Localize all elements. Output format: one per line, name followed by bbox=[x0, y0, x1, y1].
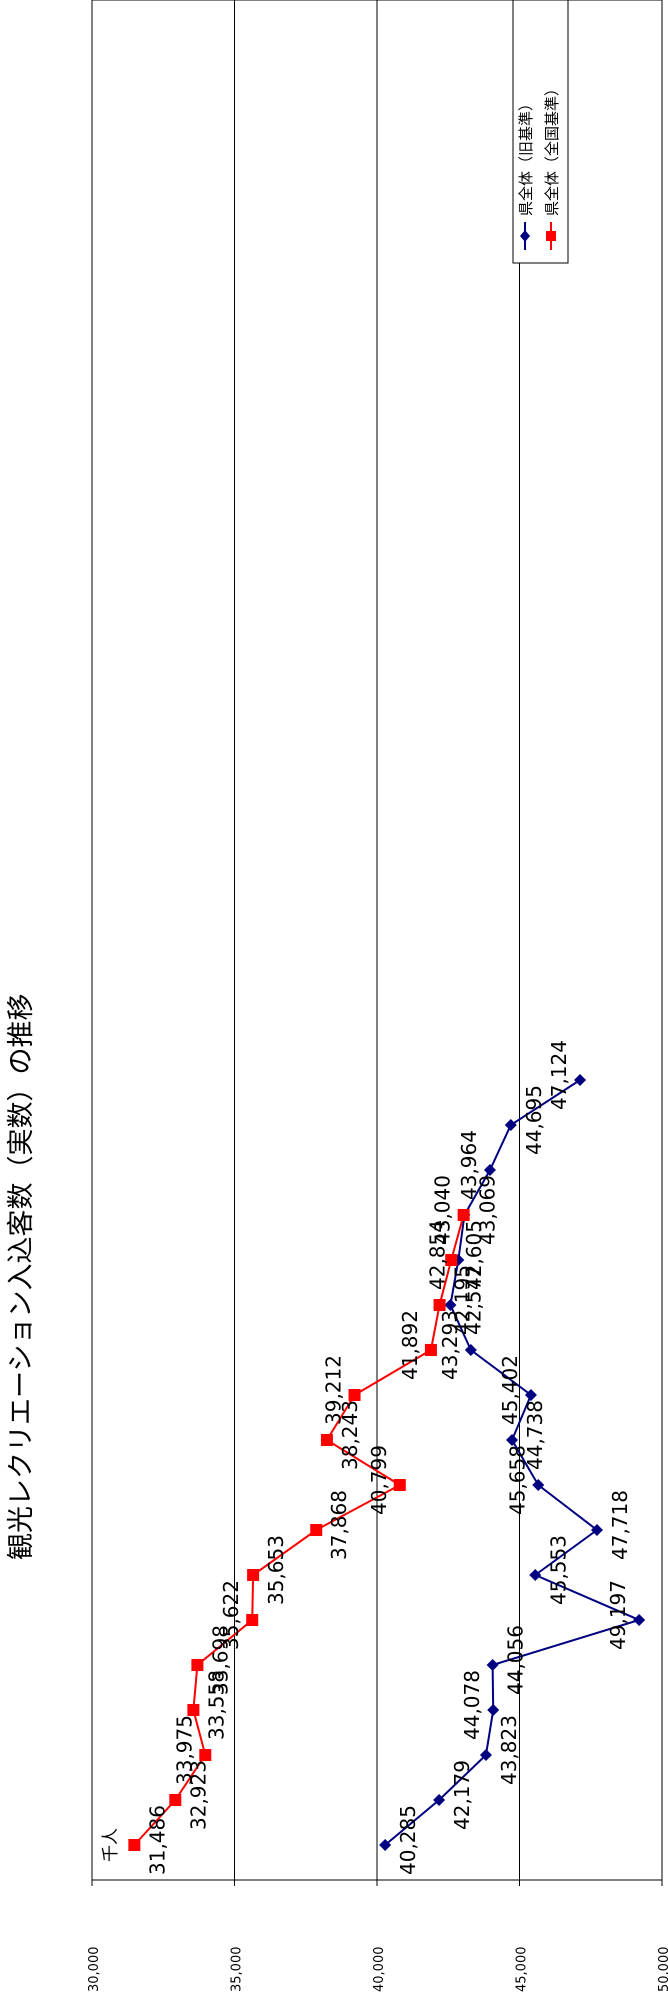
data-label: 38,243 bbox=[338, 1400, 362, 1470]
data-label: 43,069 bbox=[475, 1175, 499, 1245]
data-point-marker bbox=[247, 1569, 260, 1581]
legend: 県全体（旧基準） 県全体（全国基準） bbox=[512, 0, 569, 264]
data-point-marker bbox=[128, 1839, 141, 1851]
data-point-marker bbox=[433, 1794, 446, 1806]
data-point-marker bbox=[574, 1074, 587, 1086]
unit-label: 千人 bbox=[101, 1828, 121, 1862]
legend-label: 県全体（旧基準） bbox=[517, 96, 535, 216]
legend-marker bbox=[520, 230, 530, 242]
data-point-marker bbox=[310, 1524, 323, 1536]
tick-label: 40,000 bbox=[372, 1947, 387, 1993]
legend-marker bbox=[546, 231, 556, 241]
data-label: 44,056 bbox=[504, 1625, 528, 1695]
data-label: 49,197 bbox=[606, 1580, 630, 1650]
chart-title: 観光レクリエーション入込客数（実数）の推移 bbox=[6, 994, 37, 1560]
data-point-marker bbox=[246, 1614, 259, 1626]
data-point-marker bbox=[506, 1434, 519, 1446]
data-label: 42,577 bbox=[461, 1265, 485, 1335]
data-point-marker bbox=[524, 1389, 537, 1401]
data-point-marker bbox=[487, 1704, 500, 1716]
data-label: 32,923 bbox=[186, 1760, 210, 1830]
data-label: 45,658 bbox=[505, 1445, 529, 1515]
series-line-old-standard bbox=[384, 1079, 642, 1846]
data-point-marker bbox=[320, 1434, 333, 1446]
data-label: 33,698 bbox=[208, 1625, 232, 1695]
data-label: 43,964 bbox=[457, 1130, 481, 1200]
data-point-marker bbox=[199, 1749, 212, 1761]
data-label: 42,854 bbox=[425, 1220, 449, 1290]
data-label: 40,799 bbox=[367, 1445, 391, 1515]
data-label: 44,695 bbox=[522, 1085, 546, 1155]
data-label: 33,558 bbox=[204, 1670, 228, 1740]
data-point-marker bbox=[464, 1344, 477, 1356]
data-point-marker bbox=[529, 1569, 542, 1581]
data-label: 31,486 bbox=[145, 1805, 169, 1875]
data-label: 37,868 bbox=[327, 1490, 351, 1560]
data-point-marker bbox=[433, 1299, 446, 1311]
data-point-marker bbox=[504, 1119, 517, 1131]
data-label: 39,212 bbox=[322, 1355, 346, 1425]
data-label: 43,293 bbox=[438, 1310, 462, 1380]
data-labels: 40,285 42,179 43,823 44,078 44,056 49,197 45,5… bbox=[145, 1040, 632, 1875]
data-point-marker bbox=[457, 1209, 470, 1221]
legend-box bbox=[512, 0, 569, 264]
data-point-marker bbox=[379, 1839, 392, 1851]
data-point-marker bbox=[486, 1659, 499, 1671]
data-label: 41,892 bbox=[398, 1310, 422, 1380]
data-label: 44,078 bbox=[460, 1670, 484, 1740]
data-point-marker bbox=[590, 1524, 603, 1536]
data-label: 35,653 bbox=[264, 1535, 288, 1605]
data-point-marker bbox=[191, 1659, 204, 1671]
data-label: 44,738 bbox=[523, 1400, 547, 1470]
data-point-marker bbox=[424, 1344, 437, 1356]
data-point-marker bbox=[483, 1164, 496, 1176]
data-point-marker bbox=[633, 1614, 646, 1626]
data-label: 42,179 bbox=[450, 1760, 474, 1830]
data-point-marker bbox=[348, 1389, 361, 1401]
data-point-marker bbox=[445, 1254, 458, 1266]
data-point-marker bbox=[532, 1479, 545, 1491]
data-label: 40,285 bbox=[396, 1805, 420, 1875]
data-label: 43,823 bbox=[497, 1715, 521, 1785]
tick-label: 45,000 bbox=[515, 1947, 530, 1993]
gridlines bbox=[234, 0, 520, 1880]
data-label: 33,975 bbox=[172, 1715, 196, 1785]
data-label: 35,622 bbox=[219, 1580, 243, 1650]
data-label: 47,124 bbox=[547, 1040, 571, 1110]
data-label: 42,195 bbox=[451, 1265, 475, 1335]
tick-label: 30,000 bbox=[87, 1947, 102, 1993]
data-label: 42,605 bbox=[462, 1220, 486, 1290]
value-axis: 30,000 35,000 40,000 45,000 50,000 bbox=[87, 1880, 668, 1992]
tick-label: 50,000 bbox=[657, 1947, 668, 1993]
data-label: 43,040 bbox=[431, 1175, 455, 1245]
data-point-marker bbox=[479, 1749, 492, 1761]
data-point-marker bbox=[393, 1479, 406, 1491]
data-point-marker bbox=[444, 1299, 457, 1311]
data-label: 45,402 bbox=[498, 1355, 522, 1425]
legend-label: 県全体（全国基準） bbox=[543, 81, 561, 216]
data-label: 45,553 bbox=[546, 1535, 570, 1605]
series-group bbox=[128, 1074, 646, 1851]
data-point-marker bbox=[187, 1704, 200, 1716]
data-label: 47,718 bbox=[608, 1490, 632, 1560]
tick-label: 35,000 bbox=[230, 1947, 245, 1993]
data-point-marker bbox=[169, 1794, 182, 1806]
